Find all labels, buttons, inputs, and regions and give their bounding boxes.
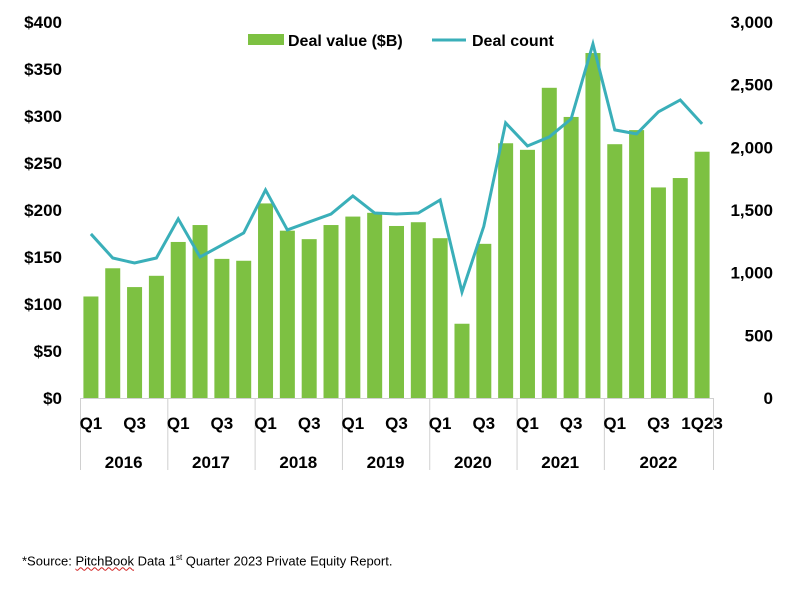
y-tick-label-left: $250 — [24, 154, 62, 173]
bar-deal-value — [519, 149, 535, 398]
source-footnote: *Source: PitchBook Data 1st Quarter 2023… — [22, 553, 392, 568]
y-tick-label-right: 0 — [764, 389, 773, 408]
x-quarter-label: Q1 — [80, 414, 103, 433]
bar-deal-value — [214, 258, 230, 398]
y-tick-label-left: $100 — [24, 295, 62, 314]
y-tick-label-right: 2,500 — [730, 76, 773, 95]
x-quarter-label: Q1 — [516, 414, 539, 433]
x-year-label: 2016 — [105, 453, 143, 472]
bar-deal-value — [105, 268, 121, 398]
bar-deal-value — [127, 287, 143, 398]
x-quarter-label: Q3 — [560, 414, 583, 433]
y-tick-label-right: 1,500 — [730, 201, 773, 220]
legend-swatch-deal-value — [248, 34, 284, 45]
x-quarter-label: Q1 — [603, 414, 626, 433]
footnote-superscript: st — [175, 553, 183, 562]
bar-deal-value — [694, 151, 710, 398]
deal-value-bars — [83, 53, 710, 399]
bar-deal-value — [345, 216, 361, 398]
y-tick-label-right: 3,000 — [730, 13, 773, 32]
bar-deal-value — [454, 323, 470, 398]
bar-deal-value — [170, 241, 186, 398]
x-quarter-label: Q1 — [167, 414, 190, 433]
x-quarter-label: Q3 — [211, 414, 234, 433]
x-quarter-label: Q3 — [298, 414, 321, 433]
footnote-source-name: PitchBook — [75, 553, 135, 569]
bar-deal-value — [389, 225, 404, 398]
chart: $0 $50 $100 $150 $200 $250 $300 $350 $400 0 500 1,… — [24, 13, 773, 472]
deal-count-line-group — [89, 38, 704, 298]
y-tick-label-left: $50 — [34, 342, 62, 361]
y-tick-label-left: $300 — [24, 107, 62, 126]
x-quarter-label: Q3 — [472, 414, 495, 433]
x-year-label: 2020 — [454, 453, 492, 472]
y-tick-label-left: $150 — [24, 248, 62, 267]
legend-label-deal-count: Deal count — [472, 33, 554, 50]
bar-deal-value — [83, 296, 99, 398]
bar-deal-value — [301, 239, 317, 398]
footnote-prefix: *Source: — [22, 553, 76, 569]
x-quarter-label: Q3 — [647, 414, 670, 433]
x-quarter-label: Q3 — [385, 414, 408, 433]
bar-deal-value — [258, 203, 274, 398]
x-quarter-label: Q1 — [342, 414, 365, 433]
bar-deal-value — [148, 275, 164, 398]
legend: Deal value ($B) Deal count — [248, 33, 554, 50]
bar-deal-value — [672, 178, 688, 398]
bar-deal-value — [585, 53, 601, 399]
y-axis-left: $0 $50 $100 $150 $200 $250 $300 $350 $400 — [24, 13, 62, 408]
bar-deal-value — [563, 116, 579, 398]
footnote-middle: Data 1 — [134, 553, 176, 569]
x-quarter-label: Q3 — [123, 414, 146, 433]
x-quarter-label: Q1 — [429, 414, 452, 433]
y-axis-right: 0 500 1,000 1,500 2,000 2,500 3,000 — [730, 13, 773, 408]
x-year-label: 2019 — [367, 453, 405, 472]
y-tick-label-left: $400 — [24, 13, 62, 32]
legend-label-deal-value: Deal value ($B) — [288, 33, 403, 50]
bar-deal-value — [432, 238, 448, 398]
y-tick-label-right: 2,000 — [730, 138, 773, 157]
bar-deal-value — [476, 243, 492, 398]
x-year-label: 2021 — [541, 453, 579, 472]
bar-deal-value — [323, 225, 339, 398]
x-axis: 2016 2017 2018 2019 2020 2021 2022 Q1 Q3 Q1 Q3 Q1 Q3… — [80, 398, 723, 472]
bar-deal-value — [410, 222, 426, 398]
bar-deal-value — [236, 260, 252, 398]
x-quarter-label: Q1 — [254, 414, 277, 433]
y-tick-label-right: 500 — [745, 326, 773, 345]
x-year-label: 2022 — [640, 453, 678, 472]
x-year-label: 2017 — [192, 453, 230, 472]
bar-deal-value — [629, 130, 645, 398]
bar-deal-value — [498, 143, 514, 398]
bar-deal-value — [367, 212, 383, 398]
y-tick-label-left: $350 — [24, 60, 62, 79]
y-tick-label-left: $200 — [24, 201, 62, 220]
footnote-suffix: Quarter 2023 Private Equity Report. — [182, 553, 393, 569]
y-tick-label-right: 1,000 — [730, 264, 773, 283]
bar-deal-value — [650, 187, 666, 398]
bar-deal-value — [279, 230, 295, 398]
bar-deal-value — [607, 144, 623, 398]
bar-deal-value — [192, 225, 208, 398]
x-quarter-label: 1Q23 — [681, 414, 723, 433]
bar-deal-value — [541, 87, 557, 399]
y-tick-label-left: $0 — [43, 389, 62, 408]
x-year-label: 2018 — [279, 453, 317, 472]
